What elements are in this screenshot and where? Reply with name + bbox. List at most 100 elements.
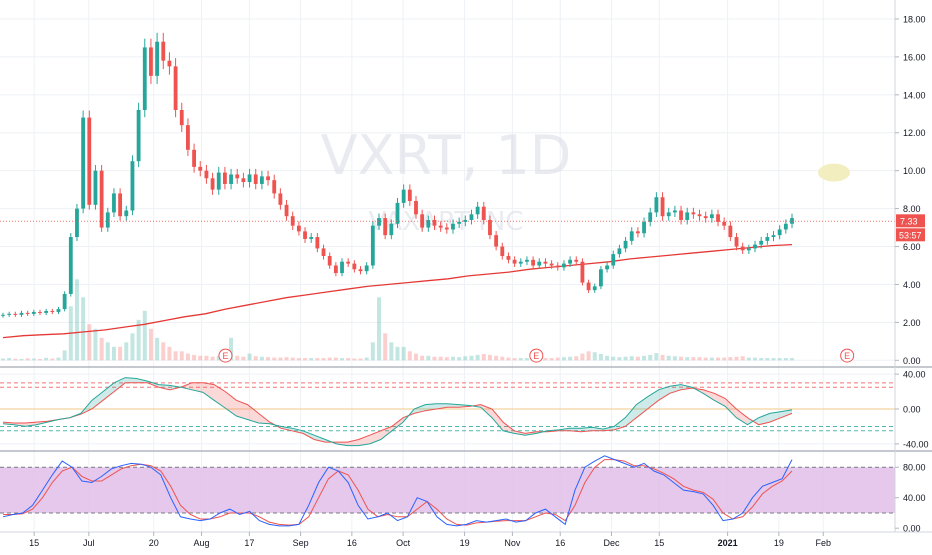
candle (352, 263, 357, 270)
candle (488, 219, 492, 236)
volume-bar (543, 358, 548, 361)
earnings-marker-label: E (222, 351, 228, 361)
candle (309, 237, 314, 239)
candle (568, 259, 573, 264)
oscillator-fill (236, 400, 248, 420)
volume-bar (62, 350, 67, 361)
volume-bar (87, 324, 92, 361)
candle (303, 231, 307, 239)
time-tick-label: Dec (603, 538, 620, 548)
volume-bar (130, 333, 135, 361)
candle (81, 117, 86, 209)
candle (457, 221, 462, 224)
price-tick-label: 16.00 (903, 52, 926, 62)
oscillator-fill (103, 382, 115, 401)
volume-bar (93, 328, 98, 361)
oscillator-fill (769, 411, 781, 423)
earnings-marker (529, 348, 544, 363)
candle (173, 66, 178, 110)
volume-bar (407, 351, 412, 361)
volume-bar (81, 297, 86, 361)
volume-bar (395, 346, 400, 361)
volume-bar (56, 357, 61, 361)
candle (617, 248, 622, 255)
candle (340, 261, 344, 274)
volume-bar (697, 357, 702, 361)
time-tick-label: Oct (396, 538, 411, 548)
oscillator-fill (380, 426, 392, 440)
candle (124, 210, 129, 217)
volume-bar (771, 358, 776, 361)
volume-bar (266, 357, 271, 361)
volume-bar (753, 357, 758, 361)
volume-bar (481, 354, 486, 361)
volume-bar (617, 357, 622, 361)
candle (685, 212, 690, 220)
earnings-marker (840, 348, 855, 363)
price-tick-label: 6.00 (903, 242, 921, 252)
candle (222, 172, 227, 184)
oscillator-fill (625, 404, 637, 427)
candle (377, 218, 381, 226)
candle (580, 261, 585, 283)
price-tick-label: 12.00 (903, 128, 926, 138)
candle (87, 117, 92, 205)
candle (438, 225, 443, 228)
candle (691, 212, 696, 215)
oscillator-fill (758, 413, 770, 425)
volume-bar (685, 357, 690, 361)
price-tick-label: 2.00 (903, 318, 921, 328)
volume-bar (438, 356, 443, 361)
candle (259, 176, 264, 184)
volume-bar (783, 358, 788, 361)
volume-bar (272, 357, 277, 361)
time-tick-label: 16 (347, 538, 357, 548)
candle (241, 178, 246, 183)
volume-bar (709, 357, 714, 361)
candle (13, 313, 18, 315)
time-axis[interactable]: 15 Jul 20 Aug 17 Sep 16 Oct 19 Nov 16 Dec 15 2021 19 Fe… (29, 532, 831, 548)
volume-bar (155, 337, 160, 361)
volume-bar (746, 357, 751, 361)
volume-bar (444, 357, 449, 361)
volume-bar (136, 319, 141, 361)
price-axis[interactable]: 0.00 2.00 4.00 6.00 8.00 10.00 12.00 14.00 16.00… (895, 14, 929, 534)
volume-bar (765, 358, 770, 361)
volume-bar (216, 355, 221, 361)
volume-bar (703, 357, 708, 361)
candle (327, 256, 332, 266)
volume-bar (666, 355, 671, 361)
candle (149, 47, 153, 76)
volume-bar (19, 358, 24, 361)
watermark-symbol: VXRT, 1D (321, 124, 572, 187)
volume-bar (327, 357, 332, 361)
candle (272, 180, 277, 194)
candle (494, 235, 499, 247)
volume-bar (679, 356, 684, 361)
volume-bar (173, 351, 178, 361)
volume-bar (389, 342, 394, 361)
volume-bar (364, 357, 369, 361)
stochastic-tick-label: 40.00 (903, 493, 926, 503)
candle (765, 237, 770, 241)
candle (444, 227, 449, 230)
volume-bar (642, 355, 647, 361)
earnings-marker-label: E (533, 351, 539, 361)
volume-bar (728, 357, 733, 361)
candle (112, 193, 116, 213)
oscillator-fill (658, 386, 670, 401)
candle (358, 269, 363, 272)
candle (321, 248, 326, 257)
volume-bar (586, 351, 591, 361)
oscillator-main-line (2, 377, 793, 447)
candle (290, 216, 295, 226)
volume-bar (142, 310, 147, 361)
candle (130, 161, 135, 211)
volume-bar (111, 346, 116, 361)
volume-bar (487, 354, 492, 361)
candle (204, 170, 209, 179)
candle (179, 109, 184, 126)
candle (56, 309, 61, 312)
volume-bar (358, 358, 363, 361)
